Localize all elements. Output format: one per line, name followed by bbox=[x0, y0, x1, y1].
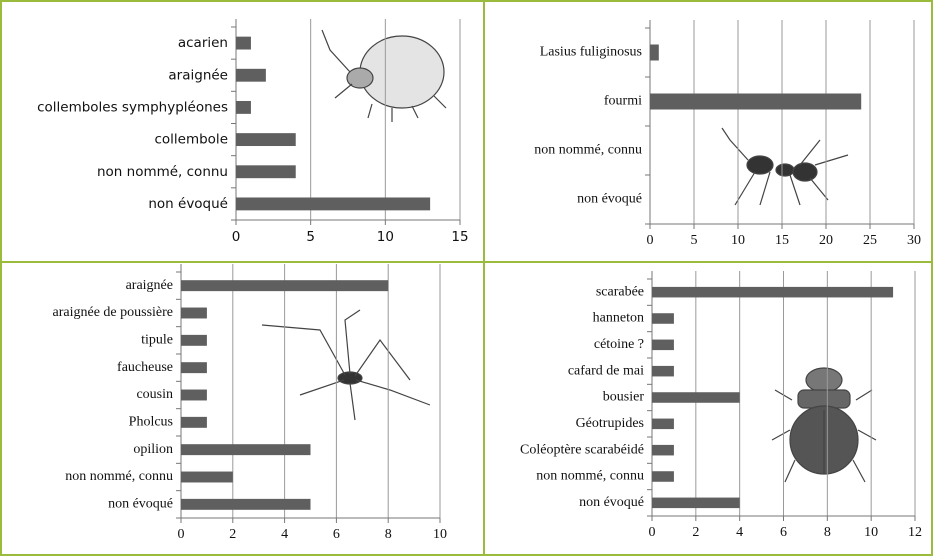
x-tick-label: 2 bbox=[692, 525, 699, 540]
y-tick-label: non nommé, connu bbox=[534, 143, 642, 158]
x-tick-label: 0 bbox=[232, 229, 241, 245]
x-tick-label: 6 bbox=[333, 527, 340, 542]
x-tick-label: 8 bbox=[824, 525, 831, 540]
bar bbox=[236, 101, 251, 114]
y-tick-label: cousin bbox=[136, 387, 173, 402]
x-tick-label: 10 bbox=[433, 527, 447, 542]
x-tick-label: 20 bbox=[819, 233, 833, 248]
bar bbox=[181, 308, 207, 319]
y-tick-label: cafard de mai bbox=[568, 363, 644, 378]
y-tick-label: cétoine ? bbox=[594, 337, 644, 352]
y-tick-label: non évoqué bbox=[108, 497, 173, 512]
x-tick-label: 15 bbox=[451, 229, 468, 245]
bar bbox=[236, 69, 266, 82]
bar bbox=[652, 445, 674, 456]
bar bbox=[181, 444, 311, 455]
y-tick-label: acarien bbox=[178, 35, 228, 51]
y-tick-label: tipule bbox=[141, 333, 173, 348]
bar bbox=[652, 366, 674, 377]
bar bbox=[652, 419, 674, 430]
bar bbox=[652, 471, 674, 482]
x-tick-label: 2 bbox=[229, 527, 236, 542]
bar bbox=[181, 335, 207, 346]
x-tick-label: 15 bbox=[775, 233, 789, 248]
y-tick-label: araignée bbox=[168, 67, 228, 83]
x-tick-label: 25 bbox=[863, 233, 877, 248]
mite-illustration bbox=[322, 30, 446, 122]
y-tick-label: Géotrupides bbox=[576, 416, 644, 431]
bar bbox=[650, 94, 861, 110]
x-tick-label: 10 bbox=[731, 233, 745, 248]
panel-frame bbox=[484, 262, 932, 555]
y-tick-label: non évoqué bbox=[579, 495, 644, 510]
bar bbox=[652, 392, 740, 403]
bar bbox=[650, 45, 659, 61]
bar bbox=[236, 197, 430, 210]
y-tick-label: Lasius fuliginosus bbox=[540, 45, 642, 60]
x-tick-label: 6 bbox=[780, 525, 787, 540]
harvestman-illustration bbox=[262, 310, 430, 420]
beetle-illustration bbox=[772, 368, 876, 482]
bar bbox=[181, 472, 233, 483]
bar bbox=[181, 499, 311, 510]
x-tick-label: 0 bbox=[178, 527, 185, 542]
x-tick-label: 4 bbox=[281, 527, 288, 542]
y-tick-label: non évoqué bbox=[577, 192, 642, 207]
figure: 0 5 10 15 acarien araignée collemboles symphyp… bbox=[0, 0, 933, 556]
bar bbox=[236, 37, 251, 50]
y-tick-label: araignée de poussière bbox=[53, 305, 174, 320]
x-tick-label: 0 bbox=[647, 233, 654, 248]
y-tick-label: bousier bbox=[603, 390, 645, 405]
y-tick-label: araignée bbox=[126, 278, 173, 293]
y-tick-label: scarabée bbox=[596, 284, 644, 299]
y-tick-label: collembole bbox=[154, 132, 228, 148]
x-tick-label: 10 bbox=[377, 229, 394, 245]
x-tick-label: 4 bbox=[736, 525, 743, 540]
bar bbox=[236, 165, 296, 178]
y-tick-label: non nommé, connu bbox=[97, 164, 228, 180]
x-tick-label: 10 bbox=[864, 525, 878, 540]
bar bbox=[181, 390, 207, 401]
bar bbox=[181, 362, 207, 373]
x-tick-label: 12 bbox=[908, 525, 922, 540]
bar bbox=[181, 417, 207, 428]
y-tick-label: hanneton bbox=[593, 311, 644, 326]
x-tick-label: 5 bbox=[306, 229, 315, 245]
panel-frame bbox=[484, 1, 932, 262]
chart: 0 2 4 6 8 10 12 scarabée hanneton cétoine ? cafard… bbox=[520, 271, 922, 540]
x-tick-label: 0 bbox=[649, 525, 656, 540]
chart: 0 2 4 6 8 10 araignée araignée de poussière tipu… bbox=[53, 264, 448, 542]
y-tick-label: collemboles symphypléones bbox=[37, 99, 228, 115]
y-tick-label: Pholcus bbox=[129, 415, 173, 430]
x-tick-label: 8 bbox=[385, 527, 392, 542]
ant-illustration bbox=[722, 128, 848, 205]
x-tick-label: 5 bbox=[691, 233, 698, 248]
x-tick-label: 30 bbox=[907, 233, 921, 248]
bar bbox=[236, 133, 296, 146]
chart: 0 5 10 15 20 25 30 Lasius fuliginosus fourmi non … bbox=[534, 20, 921, 248]
y-tick-label: faucheuse bbox=[117, 360, 173, 375]
bar bbox=[652, 287, 893, 298]
y-tick-label: non nommé, connu bbox=[536, 469, 644, 484]
bar bbox=[181, 280, 388, 291]
y-tick-label: fourmi bbox=[604, 94, 642, 109]
bar bbox=[652, 313, 674, 324]
y-tick-label: opilion bbox=[133, 442, 173, 457]
bar bbox=[652, 498, 740, 509]
bar bbox=[652, 340, 674, 351]
y-tick-label: non évoqué bbox=[148, 196, 228, 212]
y-tick-label: Coléoptère scarabéidé bbox=[520, 442, 644, 457]
y-tick-label: non nommé, connu bbox=[65, 469, 173, 484]
